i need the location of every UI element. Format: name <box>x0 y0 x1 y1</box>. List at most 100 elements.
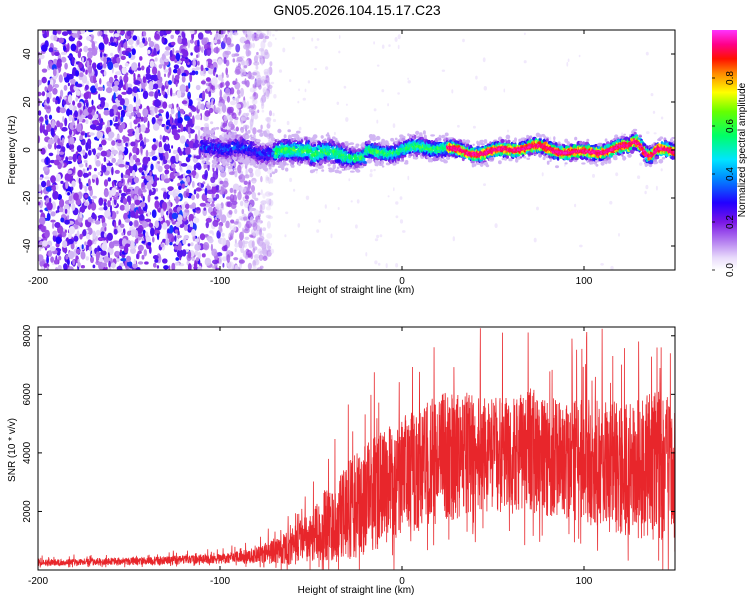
heatmap-cell <box>151 144 157 151</box>
heatmap-cell <box>170 108 175 115</box>
heatmap-cell <box>120 98 125 106</box>
heatmap-cell <box>91 199 94 203</box>
heatmap-cell <box>192 217 200 224</box>
heatmap-cell <box>219 165 223 170</box>
heatmap-cell <box>67 238 74 245</box>
heatmap-cell <box>219 89 223 98</box>
heatmap-cell <box>210 176 216 183</box>
heatmap-cell <box>218 225 223 233</box>
heatmap-cell <box>100 137 107 141</box>
heatmap-cell <box>289 136 293 139</box>
heatmap-cell <box>127 129 133 134</box>
heatmap-cell <box>92 63 96 71</box>
heatmap-cell <box>183 234 190 240</box>
heatmap-cell <box>79 135 84 141</box>
heatmap-cell <box>266 233 273 239</box>
heatmap-cell <box>304 137 308 141</box>
heatmap-cell <box>144 73 152 80</box>
heatmap-cell <box>126 30 132 37</box>
heatmap-cell <box>435 155 439 158</box>
heatmap-cell <box>205 77 211 82</box>
heatmap-cell <box>212 259 219 265</box>
heatmap-cell <box>136 93 139 101</box>
heatmap-cell <box>185 156 191 163</box>
heatmap-cell <box>268 119 271 126</box>
heatmap-cell <box>81 74 88 84</box>
heatmap-cell <box>319 165 324 169</box>
heatmap-cell <box>164 50 170 56</box>
heatmap-cell <box>323 161 327 165</box>
heatmap-cell <box>260 159 265 163</box>
heatmap-cell <box>205 217 212 223</box>
heatmap-cell <box>100 51 103 58</box>
heatmap-cell <box>385 162 391 166</box>
heatmap-cell <box>177 110 181 119</box>
heatmap-cell <box>212 68 216 77</box>
heatmap-cell <box>258 33 264 40</box>
heatmap-cell <box>300 139 304 143</box>
heatmap-cell <box>208 91 212 98</box>
heatmap-cell <box>579 244 583 248</box>
heatmap-cell <box>84 194 88 199</box>
heatmap-cell <box>247 50 251 57</box>
heatmap-cell <box>118 154 124 160</box>
heatmap-cell <box>193 261 198 270</box>
heatmap-cell <box>163 155 166 165</box>
heatmap-cell <box>206 101 211 105</box>
heatmap-cell <box>46 212 51 221</box>
heatmap-cell <box>201 253 206 258</box>
heatmap-cell <box>219 209 223 217</box>
heatmap-cell <box>212 58 218 62</box>
heatmap-cell <box>186 169 192 174</box>
heatmap-cell <box>75 70 80 77</box>
heatmap-cell <box>50 175 56 184</box>
heatmap-cell <box>175 153 180 163</box>
heatmap-cell <box>653 132 657 135</box>
heatmap-cell <box>175 257 180 261</box>
heatmap-cell <box>111 149 119 155</box>
heatmap-cell <box>207 85 210 92</box>
heatmap-cell <box>78 177 81 185</box>
heatmap-cell <box>233 128 237 132</box>
heatmap-cell <box>318 141 322 146</box>
heatmap-cell <box>100 231 105 239</box>
heatmap-cell <box>387 103 389 107</box>
heatmap-cell <box>218 185 221 191</box>
heatmap-cell <box>143 136 147 146</box>
heatmap-cell <box>185 192 190 197</box>
heatmap-cell <box>116 30 121 34</box>
heatmap-cell <box>148 222 154 228</box>
heatmap-cell <box>206 130 212 135</box>
chart-title: GN05.2026.104.15.17.C23 <box>273 2 441 18</box>
heatmap-cell <box>135 157 141 164</box>
heatmap-cell <box>167 88 170 96</box>
heatmap-cell <box>243 101 247 108</box>
heatmap-cell <box>253 91 256 97</box>
heatmap-cell <box>244 236 250 240</box>
heatmap-cell <box>483 86 487 91</box>
heatmap-cell <box>566 61 569 67</box>
heatmap-cell <box>404 160 409 164</box>
heatmap-cell <box>114 74 118 79</box>
heatmap-cell <box>252 127 257 135</box>
heatmap-cell <box>125 142 128 147</box>
heatmap-cell <box>248 58 252 66</box>
heatmap-cell <box>54 222 61 228</box>
heatmap-cell <box>72 100 76 106</box>
heatmap-cell <box>237 164 242 174</box>
heatmap-cell <box>443 160 448 164</box>
heatmap-cell <box>154 258 159 263</box>
heatmap-cell <box>130 193 133 199</box>
heatmap-cell <box>63 84 68 91</box>
heatmap-cell <box>240 87 244 97</box>
heatmap-cell <box>53 259 59 265</box>
heatmap-cell <box>53 159 60 166</box>
heatmap-cell <box>39 116 44 122</box>
heatmap-cell <box>204 202 211 208</box>
heatmap-cell <box>130 210 136 218</box>
heatmap-cell <box>148 189 152 196</box>
heatmap-cell <box>60 217 65 223</box>
heatmap-cell <box>46 30 49 38</box>
heatmap-cell <box>103 36 109 45</box>
